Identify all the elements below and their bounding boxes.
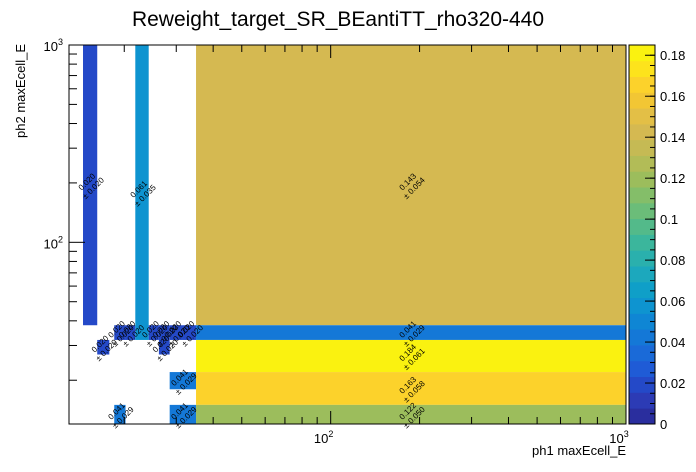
y-tick-label: 102 (44, 234, 63, 251)
heatmap-cell (125, 325, 136, 340)
x-tick-label-base: 10 (314, 431, 328, 446)
heatmap-cell (114, 404, 126, 424)
x-axis-label: ph1 maxEcell_E (532, 443, 626, 458)
colorbar-segment (629, 123, 655, 141)
colorbar-segment (629, 376, 655, 393)
colorbar-tick-label: 0.06 (660, 294, 685, 309)
colorbar-segment (629, 360, 655, 378)
colorbar-segment (629, 234, 655, 251)
colorbar-segment (629, 266, 655, 283)
color-scale-bar: 0 0.02 0.04 0.06 0.08 0.1 0.12 0.14 0.16 0.18 (628, 44, 685, 432)
colorbar-segment (629, 313, 655, 330)
y-tick-label-base: 10 (44, 236, 58, 251)
heatmap-cells (83, 45, 626, 424)
colorbar-segment (629, 60, 655, 77)
y-tick-label-base: 10 (44, 39, 58, 54)
heatmap-cell (182, 325, 197, 340)
colorbar-segment (629, 281, 655, 299)
heatmap-cell (158, 325, 170, 340)
heatmap-cell (169, 325, 183, 340)
heatmap-cell (148, 325, 159, 340)
colorbar-tick-label: 0.18 (660, 48, 685, 63)
colorbar-segment (629, 218, 655, 235)
x-tick-label: 103 (609, 429, 628, 446)
heatmap-cell (135, 45, 149, 340)
colorbar-segment (629, 187, 655, 204)
heatmap-cell (196, 325, 626, 340)
y-tick-label-exp: 3 (58, 37, 63, 47)
colorbar-segment (629, 108, 655, 125)
colorbar-segment (629, 155, 655, 172)
colorbar-tick-label: 0.16 (660, 89, 685, 104)
colorbar-segment (629, 202, 655, 220)
y-tick-label: 103 (44, 37, 63, 54)
colorbar-tick-label: 0.04 (660, 335, 685, 350)
colorbar-tick-label: 0.02 (660, 376, 685, 391)
x-tick-label-base: 10 (609, 431, 623, 446)
colorbar-segment (629, 329, 655, 346)
heatmap-cell (169, 372, 197, 390)
colorbar-segment (629, 345, 655, 362)
colorbar-segment (629, 250, 655, 267)
heatmap-cell (196, 372, 626, 405)
heatmap-cell (196, 339, 626, 373)
colorbar-segment (629, 171, 655, 188)
colorbar-tick-label: 0 (660, 417, 667, 432)
y-axis-label: ph2 maxEcell_E (13, 44, 28, 138)
x-tick-label-exp: 3 (624, 429, 629, 439)
colorbar-segment (629, 45, 655, 62)
colorbar-tick-label: 0.1 (660, 212, 678, 227)
chart-title: Reweight_target_SR_BEantiTT_rho320-440 (132, 8, 544, 31)
colorbar-segment (629, 139, 655, 156)
x-tick-label: 102 (314, 429, 333, 446)
x-axis: 102 103 (123, 45, 629, 446)
colorbar-segment (629, 408, 655, 425)
heatmap-cell (158, 339, 170, 355)
colorbar-segment (629, 392, 655, 409)
colorbar-tick-label: 0.08 (660, 253, 685, 268)
x-tick-label-exp: 2 (328, 429, 333, 439)
colorbar-segment (629, 297, 655, 314)
heatmap-cell (196, 45, 626, 326)
plot-frame (68, 44, 627, 425)
colorbar-tick-label: 0.12 (660, 171, 685, 186)
heatmap-cell (83, 45, 98, 326)
heatmap-cell (97, 339, 110, 355)
colorbar-segment (629, 76, 655, 93)
y-tick-label-exp: 2 (58, 234, 63, 244)
heatmap-cell (114, 325, 126, 340)
colorbar-tick-label: 0.14 (660, 130, 685, 145)
heatmap-cell (196, 404, 626, 424)
